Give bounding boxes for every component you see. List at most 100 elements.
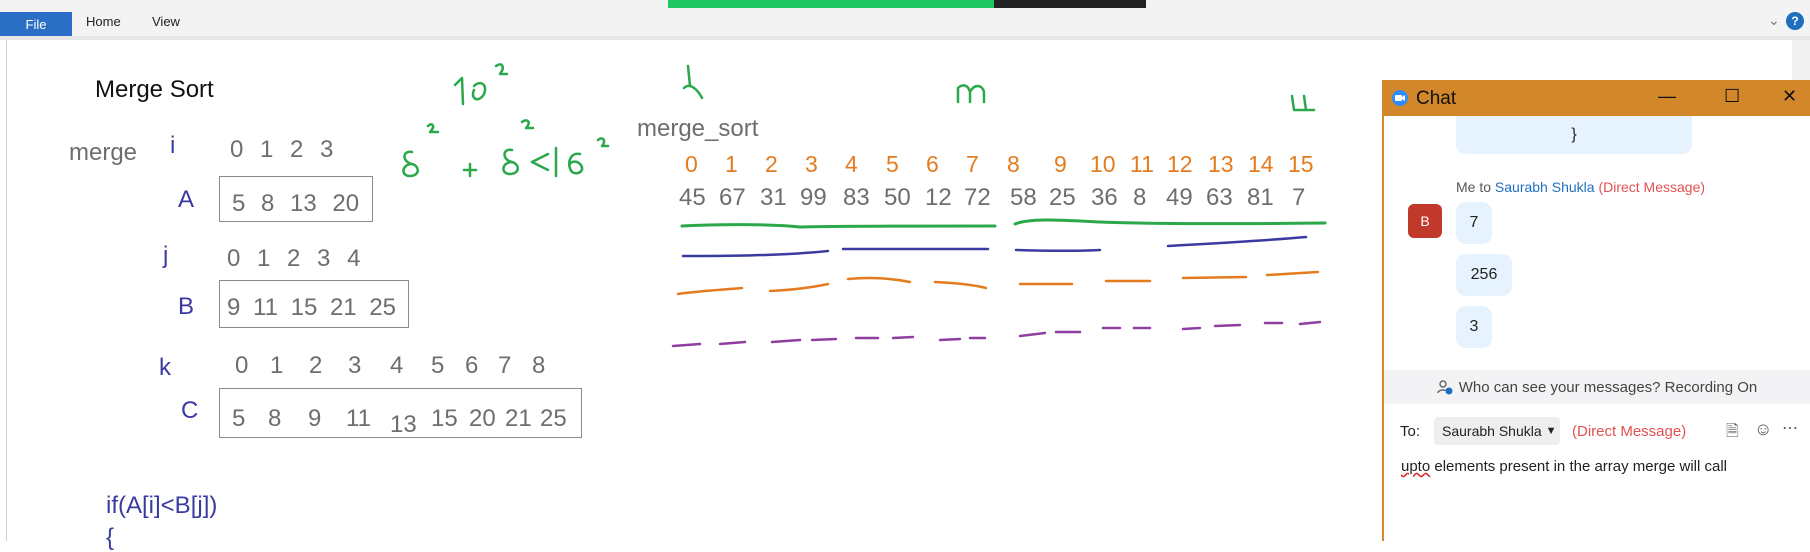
previous-message-text: } <box>1571 126 1577 143</box>
array-value: 49 <box>1166 184 1193 211</box>
array-C-value: 11 <box>346 405 371 432</box>
array-index: 2 <box>765 151 778 177</box>
page-edge <box>6 40 7 541</box>
ink-blue-4 <box>1166 235 1308 248</box>
array-index: 13 <box>1208 151 1234 177</box>
merge-label: merge <box>69 139 138 166</box>
message-input[interactable]: upto elements present in the array merge… <box>1401 458 1727 475</box>
array-value: 31 <box>760 184 787 211</box>
message-bubble[interactable]: 7 <box>1456 202 1492 244</box>
label-k: k <box>159 354 171 381</box>
array-index: 6 <box>926 151 939 177</box>
message-bubble[interactable]: 256 <box>1456 254 1512 296</box>
maximize-icon[interactable]: ☐ <box>1724 86 1741 106</box>
label-j: j <box>163 242 169 269</box>
chat-panel <box>1382 80 1810 541</box>
array-C-value: 25 <box>540 405 567 432</box>
array-C-box <box>219 388 582 438</box>
ink-green-bracket-left <box>680 223 997 229</box>
code-line-brace: { <box>106 524 115 551</box>
message-text: 3 <box>1469 318 1479 335</box>
array-index: 3 <box>805 151 818 177</box>
array-value: 83 <box>843 184 870 211</box>
message-bubble[interactable]: 3 <box>1456 306 1492 348</box>
tab-view[interactable]: View <box>152 14 180 29</box>
message-text: 7 <box>1469 214 1479 231</box>
array-index: 9 <box>1054 151 1067 177</box>
tab-home[interactable]: Home <box>86 14 121 29</box>
j-indices: 0 1 2 3 4 <box>227 245 361 272</box>
recording-notice[interactable]: Who can see your messages? Recording On <box>1384 370 1810 404</box>
minimize-icon[interactable]: — <box>1658 86 1676 106</box>
array-value: 50 <box>884 184 911 211</box>
array-C-value: 8 <box>268 405 282 432</box>
label-B: B <box>178 293 195 320</box>
ink-orange-4 <box>933 280 988 290</box>
merge-sort-label: merge_sort <box>637 115 759 142</box>
ink-m <box>956 84 986 104</box>
array-value: 8 <box>1133 184 1147 211</box>
ink-formula <box>402 119 610 178</box>
array-B-values: 9 11 15 21 25 <box>227 294 397 321</box>
array-B-box <box>219 280 409 328</box>
array-A-values: 5 8 13 20 <box>232 190 360 217</box>
array-index: 4 <box>845 151 858 177</box>
k-index: 3 <box>348 352 362 379</box>
sender-prefix: Me to <box>1456 179 1495 195</box>
array-C-value: 5 <box>232 405 246 432</box>
array-value: 99 <box>800 184 827 211</box>
chevron-down-icon: ▼ <box>1545 425 1557 437</box>
more-options-icon[interactable]: ⋯ <box>1782 420 1798 437</box>
close-icon[interactable]: ✕ <box>1782 86 1798 106</box>
array-value: 63 <box>1206 184 1233 211</box>
page-title: Merge Sort <box>95 76 214 103</box>
array-value: 81 <box>1247 184 1274 211</box>
array-index: 1 <box>725 151 738 177</box>
array-value: 25 <box>1049 184 1076 211</box>
recipient-select[interactable]: Saurabh Shukla ▼ <box>1434 417 1560 445</box>
array-value: 58 <box>1010 184 1037 211</box>
array-index: 8 <box>1007 151 1020 177</box>
ink-16-squared <box>453 63 509 106</box>
array-A-box <box>219 176 373 222</box>
ink-green-bracket-right <box>1013 218 1327 226</box>
array-value: 36 <box>1091 184 1118 211</box>
to-label: To: <box>1400 423 1421 440</box>
ink-purple-dashes <box>671 320 1322 348</box>
zoom-icon <box>1392 90 1408 106</box>
ink-orange-3 <box>846 276 912 284</box>
k-index: 5 <box>431 352 445 379</box>
chat-title: Chat <box>1416 88 1457 109</box>
recipient-select-value: Saurabh Shukla <box>1442 423 1542 439</box>
ink-blue-3 <box>1014 248 1102 252</box>
ink-u <box>1290 94 1316 112</box>
array-C-value: 15 <box>431 405 458 432</box>
array-index: 0 <box>685 151 698 177</box>
label-i: i <box>170 132 176 159</box>
recording-notice-text: Who can see your messages? Recording On <box>1458 378 1758 396</box>
message-text: 256 <box>1470 266 1498 283</box>
chat-title-bar: Chat — ☐ ✕ <box>1382 80 1810 116</box>
previous-message-bubble: } <box>1456 116 1692 154</box>
k-index: 1 <box>270 352 284 379</box>
tab-file[interactable]: File <box>0 12 72 36</box>
array-index: 7 <box>966 151 979 177</box>
draft-misspelled-word: upto <box>1401 458 1431 475</box>
label-A: A <box>178 186 195 213</box>
array-C-value: 20 <box>469 405 496 432</box>
avatar: B <box>1408 204 1442 238</box>
array-value: 12 <box>925 184 952 211</box>
array-C-value: 13 <box>390 411 417 438</box>
file-icon[interactable]: 🗎 <box>1726 423 1739 440</box>
ink-orange-1 <box>676 286 744 296</box>
help-icon[interactable]: ? <box>1786 12 1804 30</box>
recipient-link[interactable]: Saurabh Shukla <box>1494 179 1595 195</box>
label-C: C <box>181 397 199 424</box>
array-value: 67 <box>719 184 746 211</box>
collapse-ribbon-icon[interactable]: ⌄ <box>1768 12 1780 28</box>
k-index: 7 <box>498 352 512 379</box>
array-value: 72 <box>964 184 991 211</box>
k-index: 4 <box>390 352 404 379</box>
emoji-icon[interactable]: ☺ <box>1754 419 1773 439</box>
